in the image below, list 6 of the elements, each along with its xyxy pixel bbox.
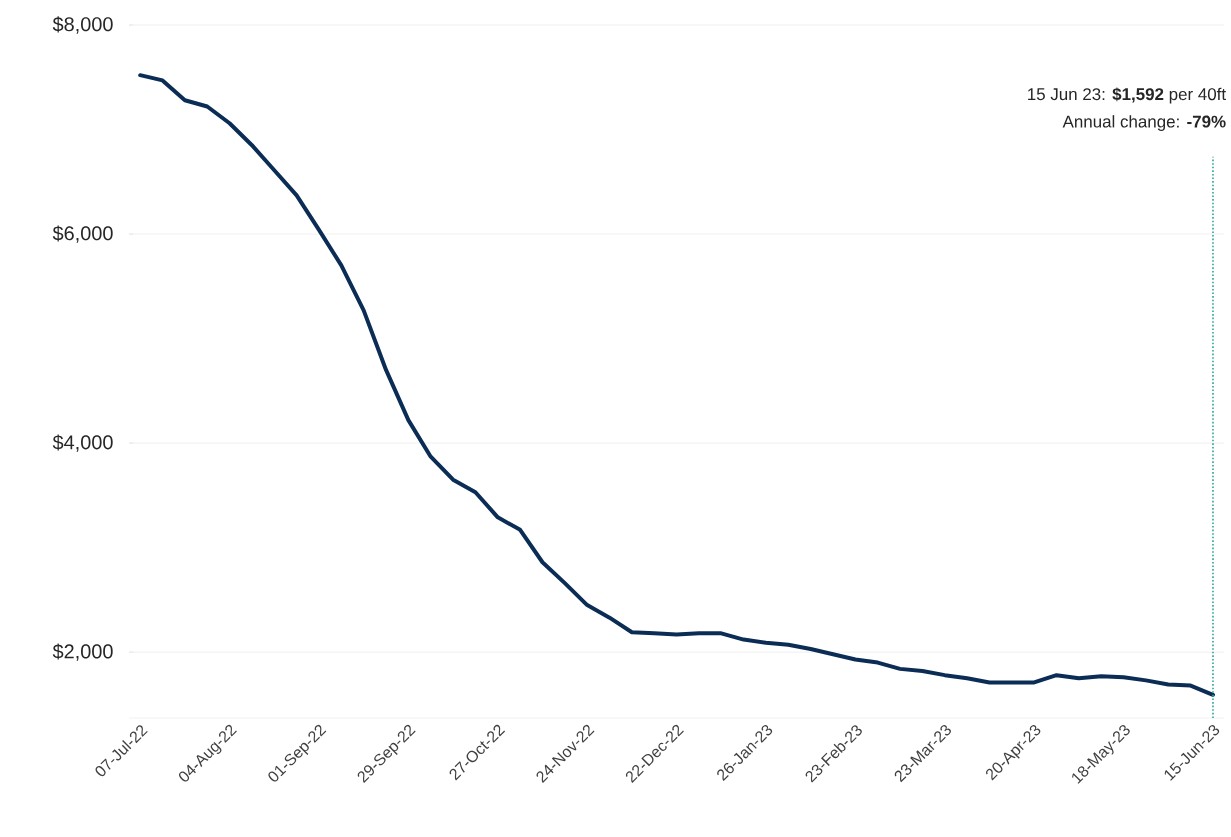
annotation: 15 Jun 23: $1,592 per 40ft: [1028, 87, 1226, 104]
annotation: Annual change: -79%: [1062, 115, 1226, 131]
y-tick-label: $8,000: [52, 16, 113, 34]
y-tick-label: $6,000: [52, 225, 113, 243]
y-tick-label: $4,000: [52, 434, 113, 452]
y-tick-label: $2,000: [52, 643, 113, 661]
